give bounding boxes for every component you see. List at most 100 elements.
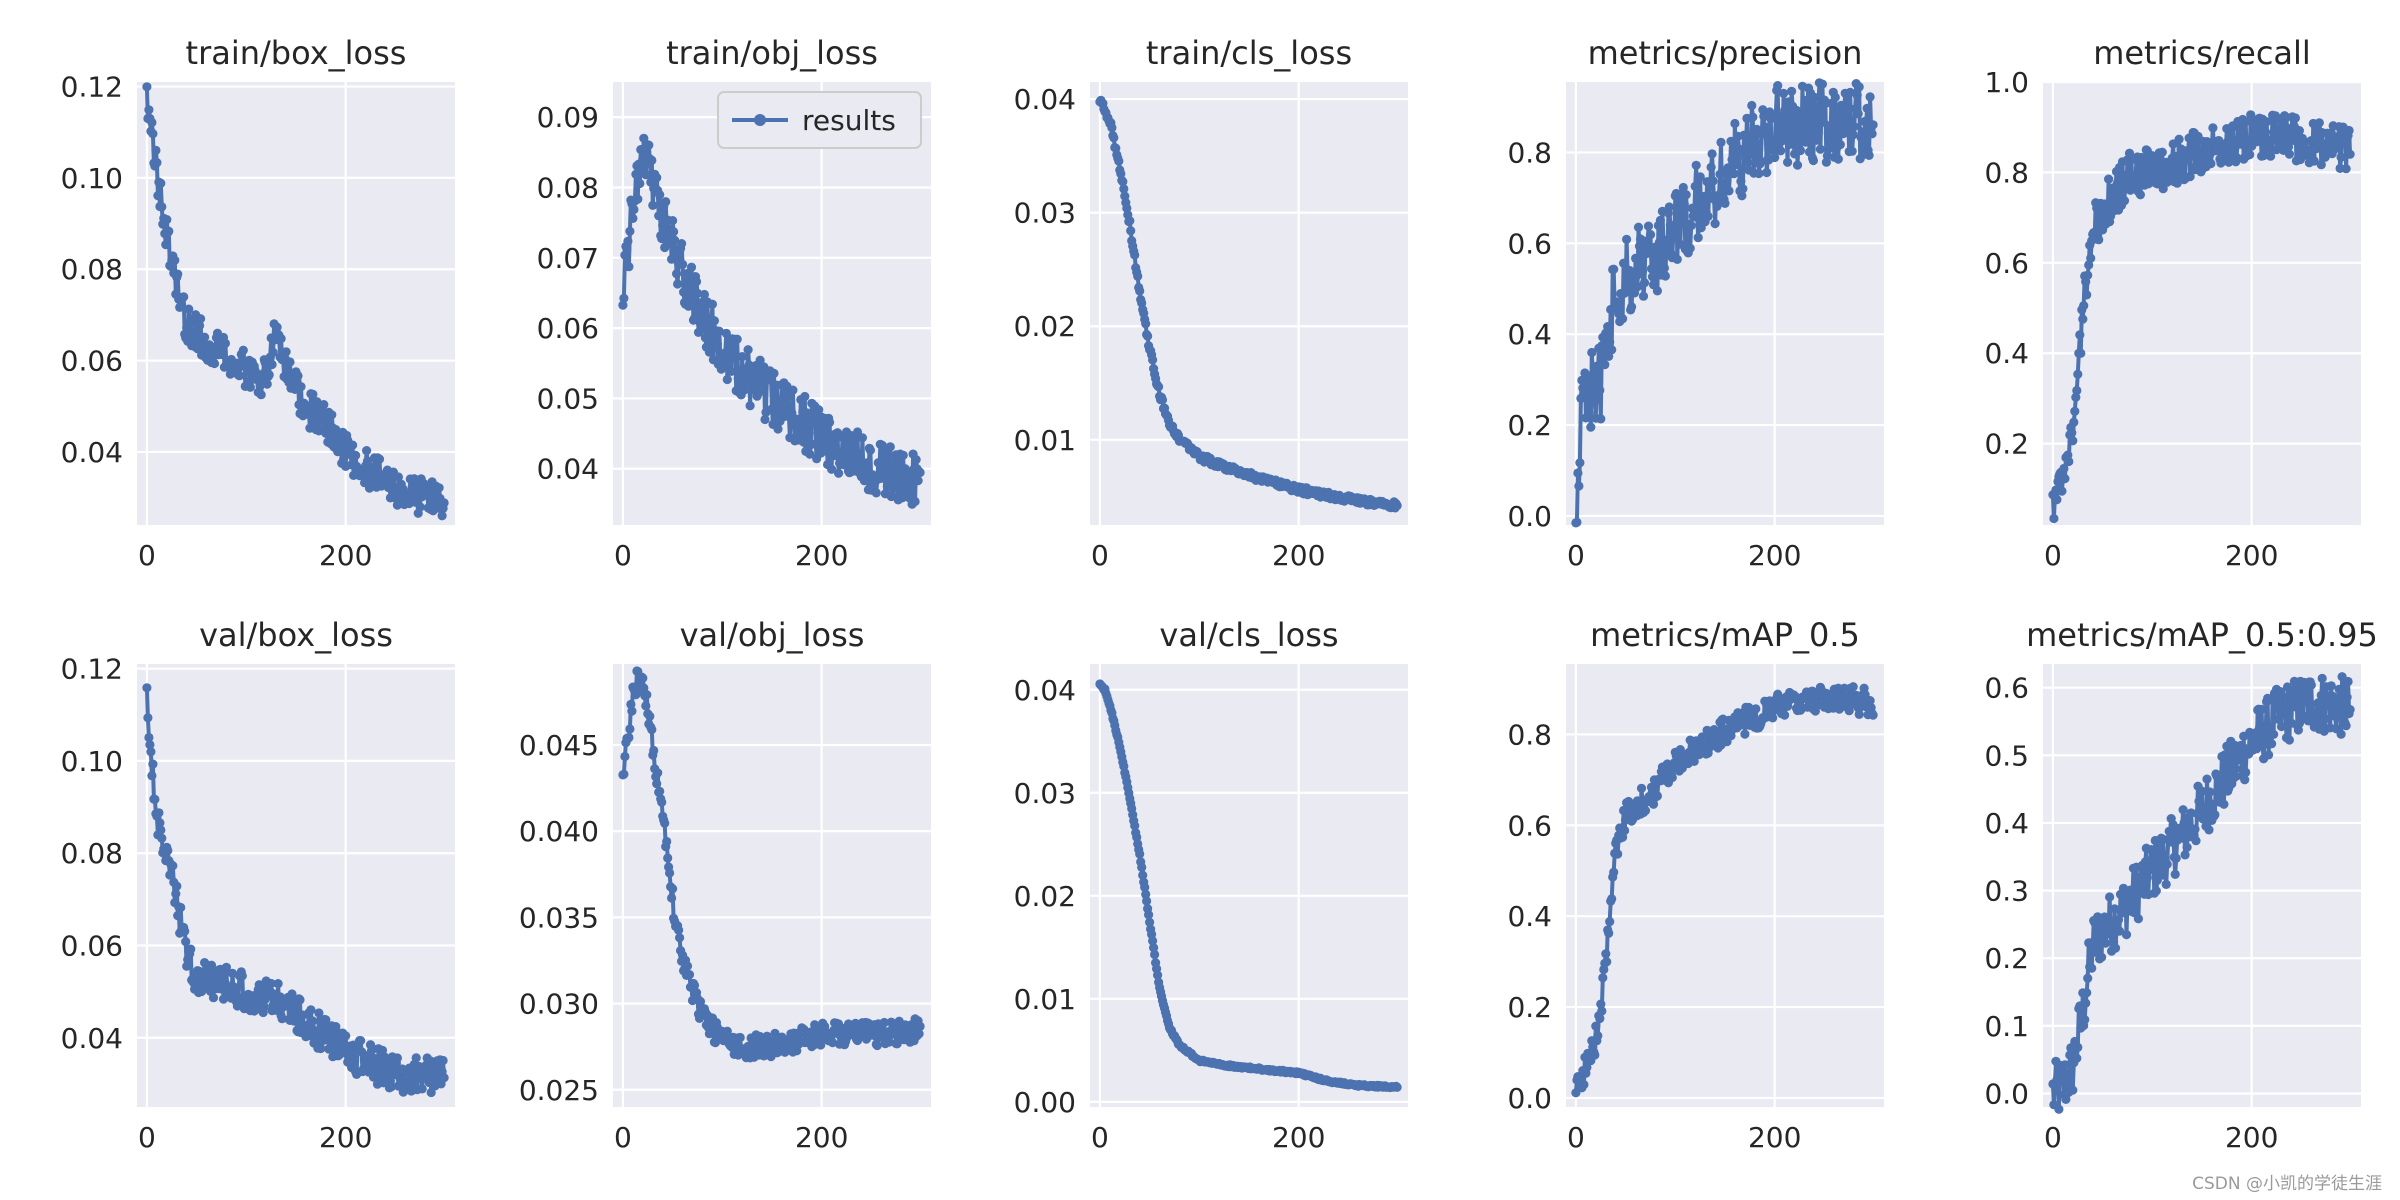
- x-tick-label: 200: [1272, 1121, 1325, 1154]
- data-point: [2059, 463, 2069, 474]
- data-point: [2080, 1015, 2090, 1025]
- y-tick-label: 0.1: [1984, 1010, 2029, 1043]
- y-tick-label: 0.5: [1984, 739, 2029, 772]
- data-point: [148, 129, 158, 139]
- data-point: [2194, 796, 2204, 806]
- data-point: [2121, 930, 2132, 940]
- data-point: [321, 1015, 331, 1025]
- data-point: [1779, 88, 1789, 98]
- data-point: [2317, 673, 2327, 684]
- data-point: [737, 352, 747, 362]
- watermark: CSDN @小凯的学徒生涯: [2192, 1174, 2382, 1194]
- data-point: [694, 1013, 705, 1024]
- data-point: [1665, 220, 1675, 230]
- data-point: [2219, 799, 2229, 809]
- data-point: [1119, 184, 1129, 194]
- data-point: [1852, 90, 1862, 100]
- plot-area: [137, 664, 455, 1107]
- y-tick-label: 0.8: [1507, 136, 1552, 169]
- data-point: [2280, 704, 2291, 714]
- x-tick-label: 200: [319, 1121, 372, 1154]
- data-point: [154, 808, 164, 818]
- data-point: [625, 724, 635, 734]
- data-point: [2264, 750, 2274, 760]
- legend-box: [717, 91, 922, 149]
- data-point: [1864, 150, 1874, 160]
- data-point: [1598, 973, 1608, 983]
- data-point: [682, 961, 693, 971]
- data-point: [304, 408, 314, 418]
- y-tick-label: 0.6: [1984, 672, 2029, 705]
- data-point: [164, 226, 174, 236]
- data-point: [732, 334, 742, 344]
- data-point: [2083, 270, 2093, 280]
- data-point: [234, 371, 244, 381]
- data-point: [652, 779, 662, 789]
- data-point: [635, 178, 645, 189]
- data-point: [1583, 381, 1593, 391]
- data-point: [859, 476, 870, 486]
- y-tick-label: 0.6: [1507, 809, 1552, 842]
- data-point: [2172, 178, 2182, 188]
- data-point: [2155, 166, 2165, 176]
- y-tick-label: 0.0: [1507, 500, 1552, 533]
- data-point: [1800, 137, 1811, 147]
- data-point: [1865, 696, 1875, 706]
- data-point: [1592, 361, 1602, 371]
- data-point: [1775, 693, 1785, 703]
- data-point: [1738, 184, 1748, 194]
- data-point: [1867, 129, 1877, 139]
- data-point: [827, 464, 837, 474]
- data-point: [2100, 199, 2110, 209]
- data-point: [1847, 146, 1857, 156]
- data-point: [2190, 824, 2200, 834]
- data-point: [1142, 896, 1152, 906]
- data-point: [272, 322, 282, 332]
- data-point: [2234, 753, 2244, 763]
- data-point: [316, 1043, 326, 1054]
- data-point: [321, 428, 331, 438]
- series-markers: [1571, 78, 1878, 528]
- data-point: [2073, 369, 2083, 379]
- data-point: [308, 1016, 318, 1026]
- data-point: [642, 690, 652, 700]
- data-point: [227, 968, 237, 978]
- data-point: [150, 794, 160, 805]
- data-point: [1780, 105, 1790, 116]
- data-point: [1710, 219, 1720, 229]
- data-point: [745, 401, 755, 411]
- data-point: [2069, 417, 2079, 427]
- data-point: [173, 911, 183, 921]
- y-tick-label: 0.0: [1984, 1077, 2029, 1110]
- data-point: [350, 1055, 360, 1065]
- data-point: [180, 926, 190, 936]
- data-point: [1584, 408, 1594, 418]
- data-point: [2316, 160, 2326, 170]
- data-point: [723, 357, 733, 367]
- data-point: [2341, 721, 2351, 731]
- data-point: [165, 870, 175, 880]
- data-point: [1786, 116, 1796, 126]
- data-point: [797, 429, 807, 439]
- x-tick-label: 0: [138, 1121, 156, 1154]
- subplot-title: metrics/mAP_0.5: [1590, 616, 1860, 654]
- data-point: [2197, 786, 2207, 796]
- data-point: [649, 745, 659, 756]
- data-point: [755, 355, 765, 365]
- data-point: [1776, 146, 1786, 156]
- data-point: [147, 117, 157, 128]
- data-point: [221, 962, 231, 972]
- data-point: [1579, 1080, 1589, 1090]
- data-point: [1745, 141, 1755, 151]
- subplot-title: val/obj_loss: [680, 616, 865, 654]
- x-tick-label: 200: [1272, 539, 1325, 572]
- y-tick-label: 0.2: [1507, 991, 1552, 1024]
- data-point: [1596, 414, 1606, 424]
- data-point: [714, 326, 724, 336]
- data-point: [760, 414, 770, 425]
- data-point: [2073, 1042, 2083, 1052]
- data-point: [1753, 139, 1763, 149]
- data-point: [1837, 112, 1847, 122]
- data-point: [911, 455, 921, 465]
- data-point: [740, 384, 750, 395]
